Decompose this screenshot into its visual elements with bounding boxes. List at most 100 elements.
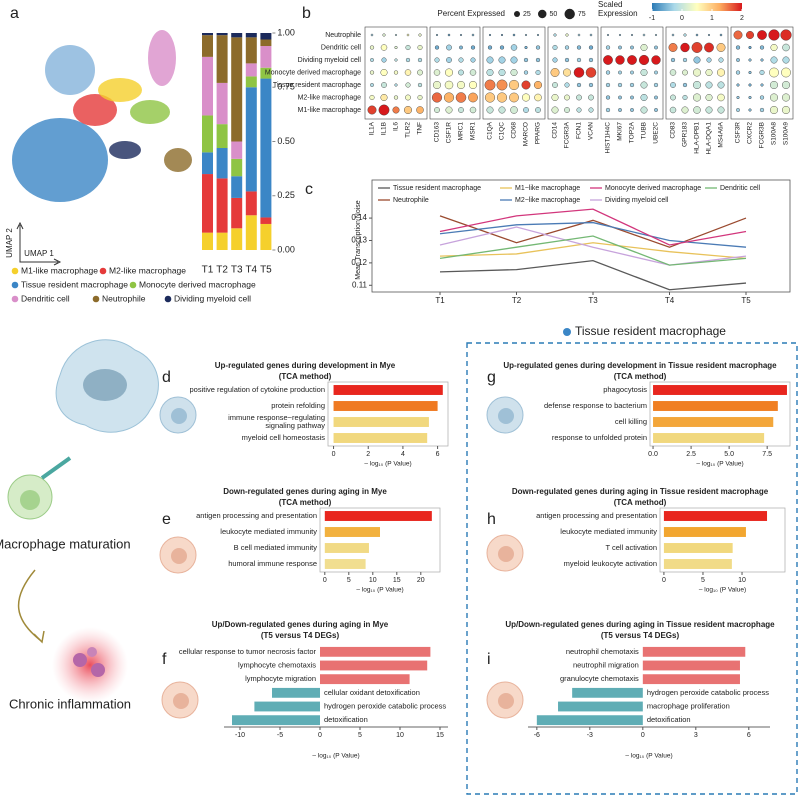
cluster (73, 94, 117, 126)
color-legend-title: Scaled (598, 0, 622, 9)
nucleus (83, 369, 127, 401)
category-label: neutrophil chemotaxis (566, 647, 639, 656)
legend-swatch (11, 281, 19, 289)
dot (704, 42, 714, 53)
dot (455, 92, 467, 103)
dot (630, 108, 634, 112)
dot (782, 43, 790, 52)
dot (670, 57, 676, 63)
gene-label: MS4A6A (718, 121, 725, 147)
dot (434, 45, 440, 50)
dot (381, 57, 387, 63)
category-label: humoral immune response (228, 559, 317, 568)
y-tick-label: 0.11 (352, 280, 368, 289)
dot (552, 44, 558, 51)
x-tick-label: T1 (202, 265, 214, 276)
dot (618, 108, 622, 112)
row-label: Tissue resident macrophage (273, 82, 361, 89)
dot (552, 82, 558, 88)
dot (605, 95, 611, 100)
panel-label: c (305, 181, 313, 198)
dot (693, 106, 701, 114)
dot (654, 70, 658, 75)
dot (394, 58, 398, 62)
bar (663, 559, 732, 569)
dot (670, 94, 676, 101)
cell-nucleus (498, 693, 514, 709)
dot (498, 56, 506, 64)
dot (782, 81, 790, 89)
bar-segment (202, 33, 213, 36)
bar (663, 511, 768, 521)
category-label: detoxification (647, 715, 691, 724)
bar-segment (245, 87, 257, 192)
size-legend-dot (538, 9, 547, 19)
dot (668, 43, 678, 52)
bar (333, 385, 443, 395)
dot (760, 83, 764, 87)
dot (535, 57, 541, 63)
y-tick-label: 0.25 (277, 190, 295, 200)
legend-swatch (164, 295, 172, 303)
gene-label: MRC1 (458, 122, 465, 141)
dot (748, 45, 752, 50)
panel-title: Up-regulated genes during development in… (503, 361, 777, 370)
dot (606, 33, 610, 37)
umap-arrows (16, 221, 62, 266)
dot (705, 81, 713, 89)
bar-segment (260, 217, 272, 224)
x-tick-label: T3 (588, 296, 598, 305)
bar-segment (202, 56, 213, 116)
dot (458, 57, 464, 63)
dot (458, 69, 464, 76)
dot (469, 106, 477, 114)
bar-segment (245, 37, 257, 64)
dot (693, 81, 701, 89)
cluster (130, 100, 170, 124)
dot (669, 69, 677, 76)
bar-segment (245, 76, 257, 88)
category-label: B cell mediated immunity (234, 543, 318, 552)
plot-frame (659, 507, 786, 573)
category-label: granulocyte chemotaxis (560, 674, 639, 683)
plot-frame (371, 179, 791, 293)
dot (394, 45, 398, 50)
x-tick-label: 20 (417, 577, 425, 584)
y-tick-label: 0.75 (277, 82, 295, 92)
bar-segment (260, 33, 272, 40)
dot (770, 93, 778, 102)
category-label: defense response to bacterium (544, 401, 647, 410)
category-label: protein refolding (271, 401, 325, 410)
legend-label: M2−like macrophage (515, 197, 580, 204)
dot (487, 45, 493, 50)
x-tick-label: -3 (587, 732, 593, 739)
dot (468, 92, 478, 103)
bar-segment (231, 141, 243, 159)
gene-label: IL1B (381, 122, 388, 135)
dot (380, 69, 388, 76)
dot (370, 33, 374, 37)
dot (394, 33, 398, 37)
dot (393, 95, 399, 100)
dot (534, 93, 542, 102)
gene-label: CD68 (511, 122, 518, 139)
legend-swatch (92, 295, 100, 303)
gene-label: MARCO (523, 122, 530, 146)
x-tick-label: 10 (396, 732, 404, 739)
bar-segment (260, 46, 272, 68)
dot (770, 81, 778, 89)
dot (418, 33, 422, 37)
dot (618, 70, 622, 75)
dot (535, 69, 541, 76)
inflammation-glow (52, 627, 128, 703)
dot (576, 94, 582, 101)
legend-label: Dividing myeloid cell (605, 197, 669, 204)
dot (434, 107, 440, 113)
gene-label: S100A9 (783, 122, 790, 146)
dot (444, 80, 454, 90)
dot (576, 107, 582, 113)
dot (469, 69, 477, 76)
category-label: immune response−regulating (228, 413, 325, 422)
dot (691, 42, 703, 53)
